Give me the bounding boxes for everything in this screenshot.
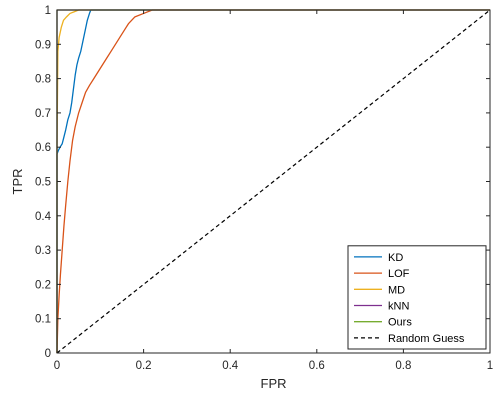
- y-tick-label: 0.2: [35, 279, 51, 291]
- legend-label-knn: kNN: [388, 301, 409, 313]
- y-tick-label: 0.8: [35, 74, 51, 86]
- x-tick-label: 1: [487, 360, 493, 372]
- y-tick-label: 0.6: [35, 142, 51, 154]
- x-axis-label: FPR: [261, 376, 287, 391]
- legend-label-lof: LOF: [388, 268, 410, 280]
- y-tick-label: 0.5: [35, 177, 51, 189]
- y-tick-label: 1: [45, 5, 51, 17]
- x-tick-label: 0.2: [136, 360, 152, 372]
- series-line-random-guess: [56, 9, 491, 354]
- series-line-lof: [56, 9, 490, 354]
- y-tick-label: 0.4: [35, 211, 52, 223]
- y-tick-label: 0.1: [35, 314, 51, 326]
- series-line-kd: [56, 9, 490, 353]
- legend-box: [347, 245, 487, 350]
- axis-ticks: 0 0.2 0.4 0.6 0.8 1 0 0.1 0.2 0.3 0.4 0.5 0.6 0.7 0.8 0…: [35, 5, 493, 372]
- y-axis-label: TPR: [10, 169, 25, 195]
- y-tick-label: 0.3: [35, 245, 51, 257]
- x-tick-label: 0.6: [309, 360, 325, 372]
- y-tick-label: 0: [45, 348, 51, 360]
- legend: KD LOF MD kNN Ours Random Guess: [347, 245, 487, 350]
- x-tick-label: 0.8: [395, 360, 411, 372]
- legend-label-kd: KD: [388, 252, 403, 264]
- x-tick-label: 0.4: [222, 360, 239, 372]
- y-tick-label: 0.9: [35, 39, 51, 51]
- legend-label-random-guess: Random Guess: [388, 333, 465, 345]
- legend-label-md: MD: [388, 284, 405, 296]
- legend-label-ours: Ours: [388, 317, 412, 329]
- x-tick-label: 0: [54, 360, 60, 372]
- y-tick-label: 0.7: [35, 108, 51, 120]
